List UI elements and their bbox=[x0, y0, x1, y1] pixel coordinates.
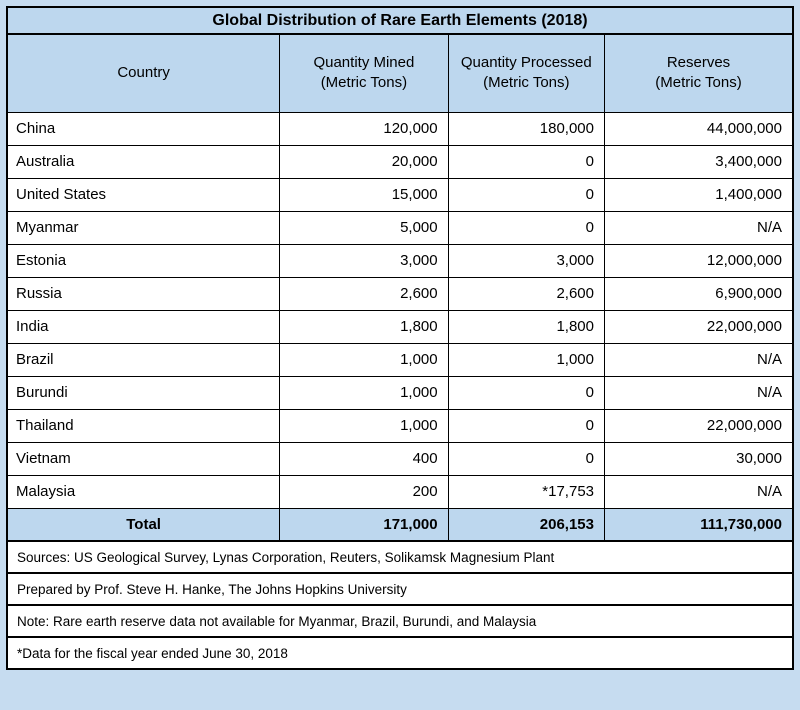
total-mined-cell: 171,000 bbox=[279, 507, 449, 542]
reserves-cell: 30,000 bbox=[604, 441, 794, 476]
country-cell: Australia bbox=[6, 144, 281, 179]
header-unit: (Metric Tons) bbox=[320, 74, 408, 92]
table-row: Brazil 1,000 1,000 N/A bbox=[6, 342, 794, 377]
mined-cell: 1,800 bbox=[279, 309, 449, 344]
country-cell: United States bbox=[6, 177, 281, 212]
ree-data-table: Country Quantity Mined (Metric Tons) Qua… bbox=[6, 33, 794, 542]
table-row: Estonia 3,000 3,000 12,000,000 bbox=[6, 243, 794, 278]
note-fiscal-year: *Data for the fiscal year ended June 30,… bbox=[6, 636, 794, 670]
header-label: Quantity Processed bbox=[460, 54, 592, 71]
header-quantity-processed: Quantity Processed (Metric Tons) bbox=[447, 33, 606, 113]
processed-cell: 180,000 bbox=[447, 111, 606, 146]
table-row: India 1,800 1,800 22,000,000 bbox=[6, 309, 794, 344]
country-cell: China bbox=[6, 111, 281, 146]
header-label: Country bbox=[117, 64, 170, 82]
header-quantity-mined: Quantity Mined (Metric Tons) bbox=[279, 33, 449, 113]
mined-cell: 5,000 bbox=[279, 210, 449, 245]
reserves-cell: 22,000,000 bbox=[604, 309, 794, 344]
mined-cell: 2,600 bbox=[279, 276, 449, 311]
country-cell: Estonia bbox=[6, 243, 281, 278]
reserves-cell: N/A bbox=[604, 474, 794, 509]
processed-cell: 3,000 bbox=[447, 243, 606, 278]
country-cell: Vietnam bbox=[6, 441, 281, 476]
processed-cell: 0 bbox=[447, 441, 606, 476]
processed-cell: 2,600 bbox=[447, 276, 606, 311]
total-row: Total 171,000 206,153 111,730,000 bbox=[6, 507, 794, 542]
mined-cell: 20,000 bbox=[279, 144, 449, 179]
table-row: United States 15,000 0 1,400,000 bbox=[6, 177, 794, 212]
country-cell: Myanmar bbox=[6, 210, 281, 245]
country-cell: Burundi bbox=[6, 375, 281, 410]
country-cell: Malaysia bbox=[6, 474, 281, 509]
mined-cell: 15,000 bbox=[279, 177, 449, 212]
processed-cell: 0 bbox=[447, 177, 606, 212]
mined-cell: 400 bbox=[279, 441, 449, 476]
total-reserves-cell: 111,730,000 bbox=[604, 507, 794, 542]
reserves-cell: 44,000,000 bbox=[604, 111, 794, 146]
mined-cell: 120,000 bbox=[279, 111, 449, 146]
header-reserves: Reserves (Metric Tons) bbox=[604, 33, 794, 113]
table-row: Australia 20,000 0 3,400,000 bbox=[6, 144, 794, 179]
table-row: Russia 2,600 2,600 6,900,000 bbox=[6, 276, 794, 311]
reserves-cell: 3,400,000 bbox=[604, 144, 794, 179]
mined-cell: 3,000 bbox=[279, 243, 449, 278]
mined-cell: 1,000 bbox=[279, 408, 449, 443]
country-cell: India bbox=[6, 309, 281, 344]
reserves-cell: 22,000,000 bbox=[604, 408, 794, 443]
country-cell: Brazil bbox=[6, 342, 281, 377]
processed-cell: *17,753 bbox=[447, 474, 606, 509]
table-row: Malaysia 200 *17,753 N/A bbox=[6, 474, 794, 509]
processed-cell: 0 bbox=[447, 144, 606, 179]
header-row: Country Quantity Mined (Metric Tons) Qua… bbox=[6, 33, 794, 113]
reserves-cell: N/A bbox=[604, 210, 794, 245]
table-title: Global Distribution of Rare Earth Elemen… bbox=[6, 6, 794, 35]
table-row: Thailand 1,000 0 22,000,000 bbox=[6, 408, 794, 443]
processed-cell: 1,800 bbox=[447, 309, 606, 344]
header-country: Country bbox=[6, 33, 281, 113]
reserves-cell: N/A bbox=[604, 375, 794, 410]
reserves-cell: N/A bbox=[604, 342, 794, 377]
ree-table-sheet: Global Distribution of Rare Earth Elemen… bbox=[6, 6, 794, 670]
note-sources: Sources: US Geological Survey, Lynas Cor… bbox=[6, 540, 794, 574]
table-row: China 120,000 180,000 44,000,000 bbox=[6, 111, 794, 146]
reserves-cell: 6,900,000 bbox=[604, 276, 794, 311]
processed-cell: 0 bbox=[447, 375, 606, 410]
mined-cell: 1,000 bbox=[279, 375, 449, 410]
reserves-cell: 1,400,000 bbox=[604, 177, 794, 212]
header-unit: (Metric Tons) bbox=[655, 74, 742, 92]
mined-cell: 200 bbox=[279, 474, 449, 509]
table-row: Vietnam 400 0 30,000 bbox=[6, 441, 794, 476]
country-cell: Russia bbox=[6, 276, 281, 311]
table-row: Myanmar 5,000 0 N/A bbox=[6, 210, 794, 245]
header-label: Reserves bbox=[666, 54, 731, 71]
reserves-cell: 12,000,000 bbox=[604, 243, 794, 278]
processed-cell: 1,000 bbox=[447, 342, 606, 377]
total-processed-cell: 206,153 bbox=[447, 507, 606, 542]
table-row: Burundi 1,000 0 N/A bbox=[6, 375, 794, 410]
processed-cell: 0 bbox=[447, 408, 606, 443]
note-prepared-by: Prepared by Prof. Steve H. Hanke, The Jo… bbox=[6, 572, 794, 606]
note-reserve-na: Note: Rare earth reserve data not availa… bbox=[6, 604, 794, 638]
header-label: Quantity Mined bbox=[313, 54, 415, 71]
country-cell: Thailand bbox=[6, 408, 281, 443]
header-unit: (Metric Tons) bbox=[483, 74, 570, 92]
processed-cell: 0 bbox=[447, 210, 606, 245]
total-label-cell: Total bbox=[6, 507, 281, 542]
mined-cell: 1,000 bbox=[279, 342, 449, 377]
